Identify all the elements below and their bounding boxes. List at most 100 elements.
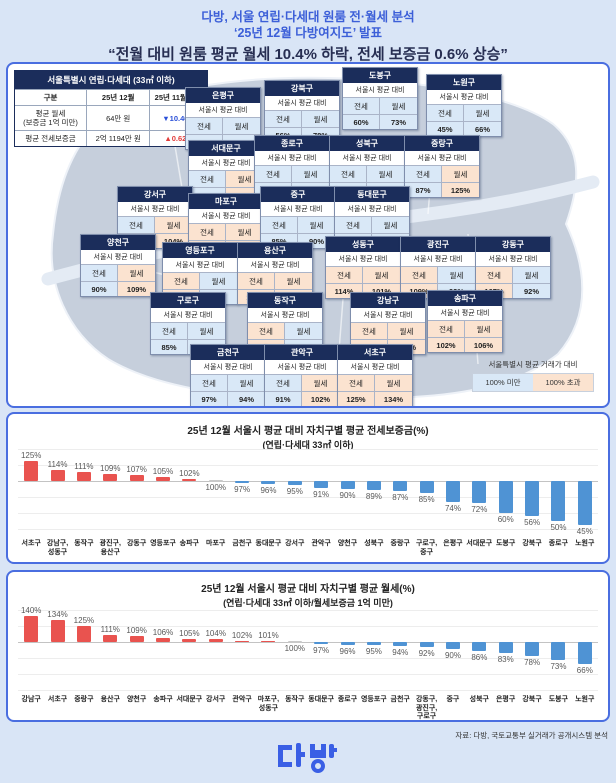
category-label: 송파구 [153, 696, 173, 703]
wolse-label: 월세 [275, 273, 312, 290]
district-name: 용산구 [238, 243, 312, 258]
bar-value-label: 97% [234, 485, 251, 495]
bar-value-label: 114% [47, 459, 68, 469]
wolse-label: 월세 [118, 265, 155, 282]
district-name: 강남구 [351, 293, 425, 308]
district-name: 관악구 [265, 345, 339, 360]
legend-above-100: 100% 초과 [533, 374, 593, 391]
chart-bar [182, 638, 197, 642]
district-name: 양천구 [81, 235, 155, 250]
category-label: 도봉구 [548, 696, 569, 703]
bar-value-label: 105% [179, 628, 200, 638]
jeonse-label: 전세 [428, 321, 465, 338]
jeonse-value: 91% [265, 392, 302, 406]
district-subheader: 서울시 평균 대비 [326, 252, 400, 267]
bar-value-label: 109% [126, 626, 147, 636]
district-name: 동대문구 [335, 187, 409, 202]
jeonse-label: 전세 [351, 323, 388, 340]
wolse-label: 월세 [302, 111, 339, 128]
district-name: 마포구 [189, 194, 263, 209]
bar-value-label: 95% [286, 487, 303, 496]
bar-value-label: 100% [284, 644, 306, 653]
chart-bar [498, 642, 513, 654]
chart-gridline [18, 690, 598, 691]
bar-value-label: 87% [392, 493, 409, 503]
header-line2: ‘25년 12월 다방여지도’ 발표 [234, 26, 382, 40]
wolse-chart-panel: 25년 12월 서울시 평균 대비 자치구별 평균 월세(%) (연립·다세대 … [6, 570, 610, 722]
district-subheader: 서울시 평균 대비 [401, 252, 475, 267]
chart-bar [235, 640, 250, 642]
wolse-label: 월세 [188, 323, 225, 340]
district-name: 광진구 [401, 237, 475, 252]
header-line1: 다방, 서울 연립·다세대 원룸 전·월세 분석 [201, 10, 415, 24]
chart-bar [472, 481, 487, 504]
chart-gridline [18, 497, 598, 498]
chart-bar [314, 642, 329, 644]
category-label: 노원구 [575, 696, 595, 703]
jeonse-value: 90% [81, 282, 118, 296]
chart-bar [340, 481, 355, 489]
wolse-chart-subtitle: (연립·다세대 33㎡ 이하/월세보증금 1억 미만) [223, 598, 393, 608]
jeonse-chart-subtitle: (연립·다세대 33㎡ 이하) [262, 440, 354, 450]
district-subheader: 서울시 평균 대비 [343, 83, 417, 98]
district-subheader: 서울시 평균 대비 [330, 151, 404, 166]
jeonse-label: 전세 [261, 217, 298, 234]
category-label: 종로구 [337, 696, 358, 703]
wolse-label: 월세 [442, 166, 479, 183]
wolse-label: 월세 [155, 217, 192, 234]
wolse-value: 94% [228, 392, 265, 406]
summary-table: 서울특별시 연립·다세대 (33㎡ 이하) 구분 25년 12월 25년 11월… [14, 70, 208, 147]
category-label: 중랑구 [390, 540, 410, 547]
district-subheader: 서울시 평균 대비 [238, 258, 312, 273]
district-subheader: 서울시 평균 대비 [255, 151, 329, 166]
wolse-label: 월세 [438, 267, 475, 284]
district-subheader: 서울시 평균 대비 [81, 250, 155, 265]
summary-row-jeonse-value: 2억 1194만 원 [86, 130, 150, 146]
jeonse-label: 전세 [265, 111, 302, 128]
district-box: 도봉구 서울시 평균 대비 전세 월세 60% 73% [342, 67, 418, 130]
chart-bar [287, 641, 302, 643]
district-name: 종로구 [255, 136, 329, 151]
category-label: 강남구, 성동구 [46, 540, 69, 556]
jeonse-label: 전세 [405, 166, 442, 183]
bar-value-label: 73% [550, 661, 567, 671]
map-legend-cells: 100% 미만 100% 초과 [472, 373, 594, 392]
category-label: 양천구 [337, 540, 358, 547]
district-name: 서초구 [338, 345, 412, 360]
category-label: 강북구 [522, 540, 542, 547]
category-label: 강북구 [522, 696, 542, 703]
chart-bar [314, 481, 329, 489]
bar-value-label: 105% [152, 467, 174, 476]
chart-bar [419, 481, 434, 493]
wolse-label: 월세 [302, 375, 339, 392]
district-name: 구로구 [151, 293, 225, 308]
category-label: 강서구 [206, 696, 226, 703]
wolse-label: 월세 [223, 118, 260, 135]
chart-bar [76, 625, 91, 642]
chart-bar [24, 461, 39, 481]
summary-col-current: 25년 12월 [86, 89, 150, 105]
bar-value-label: 90% [339, 491, 356, 500]
category-label: 도봉구 [495, 540, 516, 547]
wolse-label: 월세 [464, 105, 501, 122]
chart-bar [103, 473, 118, 481]
district-name: 영등포구 [163, 243, 237, 258]
chart-bar [156, 638, 170, 642]
jeonse-chart-plot: 125% 114% 111% 109% 107% 105% 102% 100% 97% 96% 95… [18, 448, 598, 538]
district-name: 강서구 [118, 187, 192, 202]
category-label: 영등포구 [360, 696, 387, 703]
jeonse-label: 전세 [189, 171, 226, 188]
district-subheader: 서울시 평균 대비 [191, 360, 265, 375]
bar-value-label: 107% [126, 465, 147, 475]
chart-bar [525, 642, 540, 657]
district-subheader: 서울시 평균 대비 [265, 360, 339, 375]
bar-value-label: 140% [20, 606, 42, 615]
bar-value-label: 89% [365, 491, 382, 501]
chart-bar [577, 481, 592, 525]
legend-below-100: 100% 미만 [473, 374, 533, 391]
wolse-label: 월세 [200, 273, 237, 290]
chart-bar [446, 481, 460, 502]
seoul-map-panel: 서울특별시 연립·다세대 (33㎡ 이하) 구분 25년 12월 25년 11월… [6, 62, 610, 408]
